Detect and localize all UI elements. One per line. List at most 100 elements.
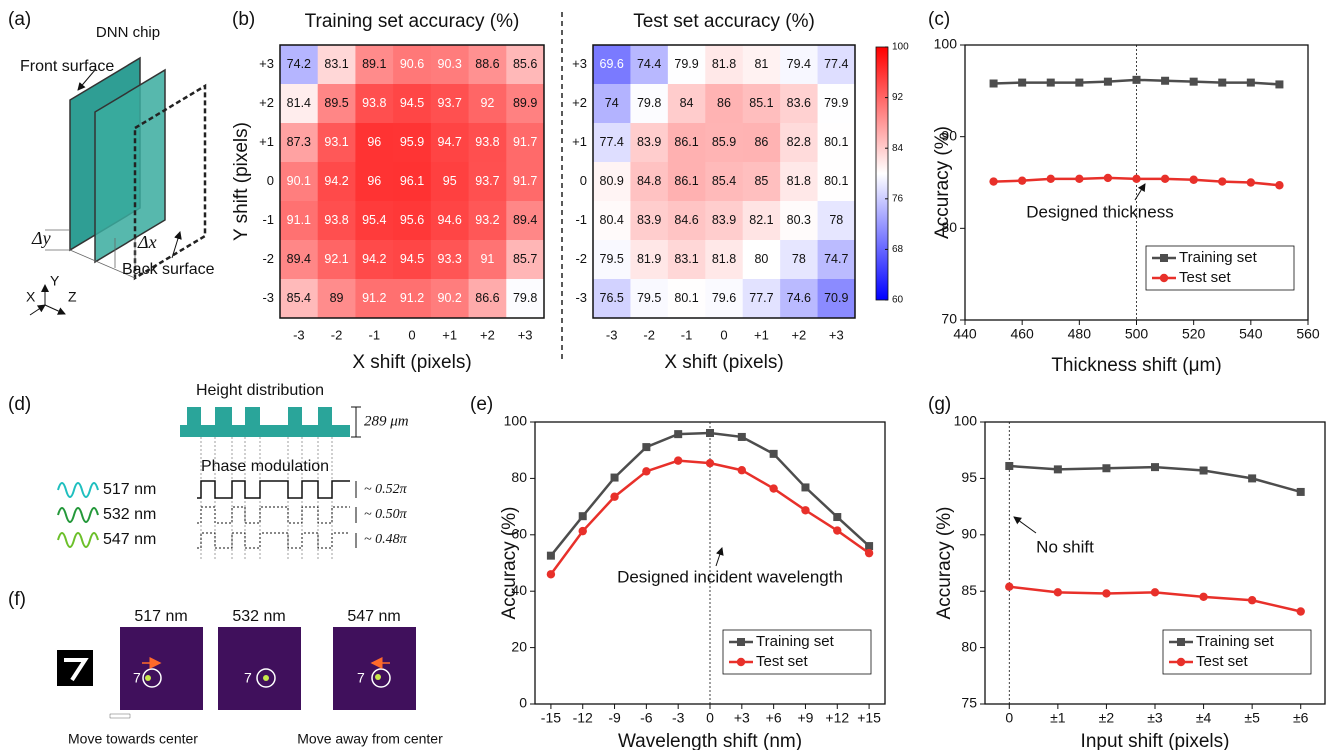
- cell-label: 80: [754, 252, 768, 266]
- heatmap-cell: [317, 279, 356, 319]
- heatmap-cell: [817, 240, 856, 280]
- heatmap-cell: [667, 240, 706, 280]
- series-line: [549, 459, 870, 576]
- heatmap-cell: [468, 279, 507, 319]
- x-tick-label: 440: [953, 326, 977, 342]
- heatmap-cell: [393, 162, 432, 202]
- y-tick-label: 85: [961, 582, 977, 598]
- marker: [1151, 463, 1159, 472]
- cell-label: 79.5: [637, 291, 661, 305]
- marker: [705, 458, 715, 468]
- cell-label: 86.1: [674, 135, 698, 149]
- cell-label: 85.4: [287, 291, 311, 305]
- legend-marker: [1176, 657, 1186, 667]
- heatmap-cell: [630, 240, 669, 280]
- heatmap-cell: [705, 201, 744, 241]
- x-axis-label: X shift (pixels): [664, 352, 783, 373]
- heatmap-cell: [630, 45, 669, 85]
- heatmap-frame: [279, 44, 545, 319]
- marker: [1046, 78, 1055, 87]
- y-tick-label: -2: [262, 251, 274, 266]
- marker: [1248, 474, 1257, 483]
- x-tick-label: -1: [369, 327, 381, 342]
- annotation: Designed thickness: [1026, 202, 1173, 221]
- cell-label: 82.1: [749, 213, 773, 227]
- marker: [1102, 464, 1111, 473]
- cell-label: 93.7: [438, 96, 462, 110]
- cell-label: 92.1: [324, 252, 348, 266]
- image-title: 532 nm: [232, 608, 285, 625]
- cell-label: 86: [754, 135, 768, 149]
- cell-label: 89.5: [324, 96, 348, 110]
- cell-label: 76.5: [600, 291, 624, 305]
- cell-label: 93.8: [324, 213, 348, 227]
- cell-label: 74.7: [824, 252, 848, 266]
- y-tick-label: 75: [961, 695, 977, 711]
- cell-label: 86.6: [475, 291, 499, 305]
- legend-marker: [1177, 638, 1185, 646]
- marker: [546, 570, 556, 579]
- y-tick-label: 70: [941, 311, 957, 327]
- cell-label: 85: [754, 174, 768, 188]
- marker: [833, 513, 842, 522]
- cell-label: 85.4: [712, 174, 736, 188]
- heatmap-cell: [393, 279, 432, 319]
- cell-label: 79.8: [513, 291, 537, 305]
- front-label: Front surface: [20, 58, 114, 75]
- colorbar-label: 92: [892, 92, 904, 103]
- heatmap-cell: [667, 84, 706, 124]
- y-axis-label: Y shift (pixels): [231, 122, 252, 241]
- output-images: [57, 627, 416, 719]
- marker: [1103, 77, 1112, 86]
- y-tick-label: +2: [572, 95, 587, 110]
- heatmap-cell: [280, 279, 319, 319]
- cell-label: 79.8: [637, 96, 661, 110]
- marker: [989, 177, 998, 186]
- axis-y: Y: [50, 273, 60, 289]
- heatmap-cell: [280, 84, 319, 124]
- heatmap-cell: [355, 240, 394, 280]
- cell-label: 94.2: [362, 252, 386, 266]
- cell-label: 74: [605, 96, 619, 110]
- annotation-arrow: [715, 547, 724, 567]
- heatmap-cell: [817, 45, 856, 85]
- cell-label: 85.1: [749, 96, 773, 110]
- y-tick-label: 100: [934, 36, 958, 52]
- cell-label: 74.6: [787, 291, 811, 305]
- x-tick-label: -2: [643, 327, 655, 342]
- cell-label: 96.1: [400, 174, 424, 188]
- y-tick-label: 0: [519, 695, 527, 711]
- cell-label: 79.5: [600, 252, 624, 266]
- heatmap-cell: [593, 201, 631, 241]
- cell-label: 80.3: [787, 213, 811, 227]
- marker: [865, 542, 874, 551]
- y-tick-label: 95: [961, 469, 977, 485]
- cell-label: 96: [367, 135, 381, 149]
- heatmap-cell: [317, 162, 356, 202]
- annotation: No shift: [1036, 537, 1094, 556]
- heatmap-cell: [393, 240, 432, 280]
- x-tick-label: -9: [608, 710, 621, 726]
- marker: [1246, 178, 1256, 187]
- x-tick-label: ±6: [1293, 710, 1309, 726]
- x-tick-label: +1: [442, 327, 457, 342]
- x-axis-label: X shift (pixels): [352, 352, 471, 373]
- marker: [1150, 588, 1160, 597]
- cell-label: 91.2: [400, 291, 424, 305]
- marker: [864, 548, 874, 558]
- heatmap-cell: [742, 201, 781, 241]
- heatmap-cell: [280, 240, 319, 280]
- x-tick-label: +15: [857, 710, 881, 726]
- x-tick-label: 0: [706, 710, 714, 726]
- cell-label: 89.4: [287, 252, 311, 266]
- heatmap-cell: [317, 123, 356, 163]
- cell-label: 90.2: [438, 291, 462, 305]
- heatmap-cell: [780, 123, 819, 163]
- marker: [801, 483, 810, 492]
- heatmap-cell: [817, 123, 856, 163]
- marker: [1199, 592, 1208, 602]
- heatmap-cell: [280, 201, 319, 241]
- cell-label: 94.5: [400, 96, 424, 110]
- cell-label: 79.9: [674, 57, 698, 71]
- y-tick-label: 0: [580, 173, 587, 188]
